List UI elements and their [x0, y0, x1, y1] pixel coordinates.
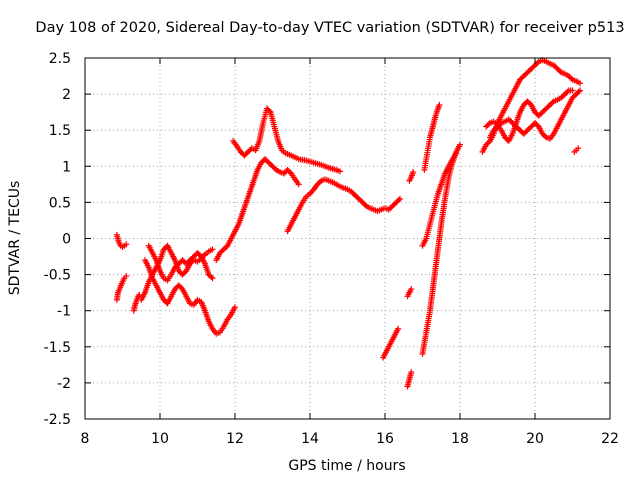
y-tick-label: -0.5: [44, 268, 71, 284]
series-trace-k: [404, 369, 415, 390]
x-tick-label: 12: [226, 431, 244, 447]
series-trace-o: [419, 150, 460, 249]
series-trace-t: [571, 145, 582, 155]
data-points: [113, 57, 583, 390]
y-tick-label: 0.5: [49, 195, 71, 211]
data-point: [575, 145, 582, 152]
gridlines: [85, 58, 610, 419]
series-trace-c: [130, 291, 143, 314]
x-axis-label: GPS time / hours: [288, 458, 405, 474]
data-point: [564, 88, 571, 95]
x-tick-label: 18: [451, 431, 469, 447]
data-point: [575, 88, 582, 95]
y-tick-label: -1: [57, 304, 71, 320]
data-point: [178, 284, 185, 291]
series-trace-d: [138, 242, 216, 303]
series-trace-q: [479, 57, 583, 155]
series-trace-s: [487, 87, 583, 142]
data-point: [208, 274, 215, 281]
data-point: [457, 141, 463, 148]
series-trace-f: [145, 242, 216, 284]
y-axis-ticks: -2.5 -2 -1.5 -1 -0.5 0 0.5 1 1.5 2 2.5: [44, 51, 610, 428]
series-trace-g: [213, 156, 302, 264]
y-tick-label: 0: [62, 232, 71, 248]
data-point: [549, 99, 556, 106]
data-point: [497, 121, 503, 128]
data-point: [527, 100, 533, 107]
data-point: [485, 121, 492, 128]
data-point: [182, 269, 188, 276]
data-point: [295, 181, 302, 188]
data-point: [209, 246, 216, 253]
series-trace-h: [230, 105, 343, 175]
data-point: [123, 273, 130, 280]
data-point: [266, 107, 273, 114]
x-tick-label: 10: [151, 431, 169, 447]
data-point: [232, 304, 238, 311]
y-tick-label: 1: [62, 159, 71, 175]
data-point: [568, 75, 575, 82]
data-point: [223, 243, 230, 250]
data-point: [395, 325, 402, 332]
y-tick-label: -2: [57, 376, 71, 392]
data-point: [123, 241, 130, 248]
y-tick-label: 1.5: [49, 123, 71, 139]
x-tick-label: 20: [526, 431, 544, 447]
data-point: [485, 139, 492, 146]
data-point: [337, 168, 343, 175]
chart-title: Day 108 of 2020, Sidereal Day-to-day VTE…: [35, 20, 624, 36]
data-point: [287, 169, 293, 176]
series-trace-n: [419, 141, 463, 358]
data-point: [408, 286, 415, 293]
series-trace-a: [113, 231, 130, 251]
x-tick-label: 16: [376, 431, 394, 447]
data-point: [557, 68, 563, 75]
data-point: [408, 369, 415, 376]
y-tick-label: -1.5: [44, 340, 71, 356]
series-trace-e: [142, 257, 238, 337]
x-axis-ticks: 8 10 12 14 16 18 20 22: [81, 58, 619, 447]
y-tick-label: -2.5: [44, 412, 71, 428]
plot-frame: [84, 57, 611, 420]
data-point: [209, 275, 216, 282]
y-tick-label: 2.5: [49, 51, 71, 67]
data-point: [577, 80, 583, 87]
data-point: [272, 165, 278, 172]
x-tick-label: 8: [81, 431, 90, 447]
data-point: [569, 87, 576, 94]
data-point: [410, 169, 417, 176]
data-point: [577, 87, 583, 94]
data-point: [395, 196, 402, 203]
series-trace-m: [406, 169, 417, 184]
data-point: [397, 195, 403, 202]
series-trace-j: [380, 325, 402, 361]
y-axis-label: SDTVAR / TECUs: [7, 181, 23, 296]
series-trace-b: [113, 273, 130, 303]
data-point: [317, 178, 323, 185]
series-trace-l: [404, 286, 415, 300]
x-tick-label: 14: [301, 431, 319, 447]
series-trace-p: [421, 101, 443, 173]
data-point: [362, 201, 368, 208]
data-point: [453, 150, 460, 157]
x-tick-label: 22: [601, 431, 619, 447]
series-trace-i: [284, 176, 403, 235]
data-point: [436, 101, 443, 108]
data-point: [542, 133, 548, 140]
y-tick-label: 2: [62, 87, 71, 103]
data-point: [197, 252, 203, 259]
data-point: [534, 122, 541, 129]
